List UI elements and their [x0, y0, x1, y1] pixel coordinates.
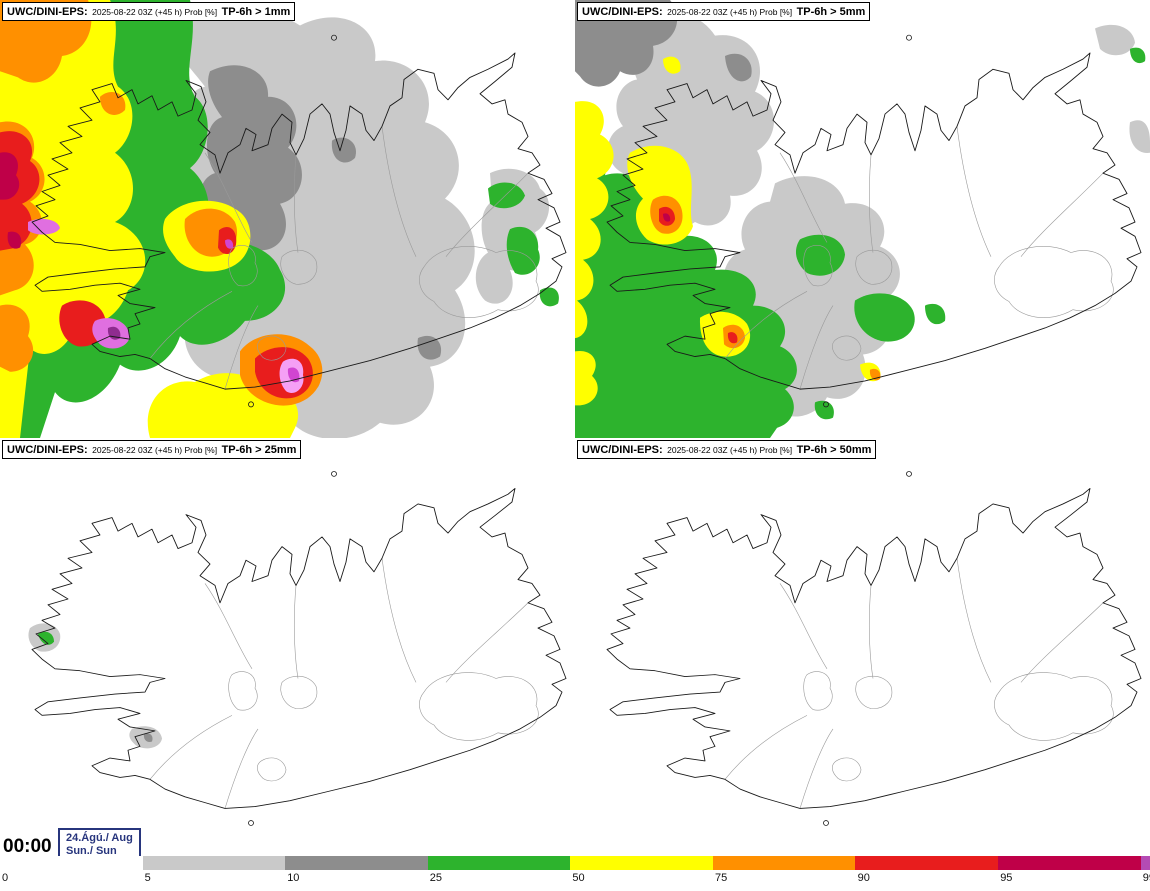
legend-segment	[712, 856, 856, 870]
legend-segment	[0, 856, 143, 870]
map-panel-tp6h-50mm: UWC/DINI-EPS: 2025-08-22 03Z (+45 h) Pro…	[575, 438, 1150, 855]
threshold-label: TP-6h > 50mm	[796, 444, 872, 456]
footer: 00:00 24.Ágú./ Aug Sun./ Sun 0 5 10 25 50 75 9…	[0, 828, 1150, 891]
iceland-map-50mm	[606, 471, 1142, 826]
legend-tick: 5	[144, 872, 151, 884]
legend-segment	[1140, 856, 1150, 870]
run-label: 2025-08-22 03Z (+45 h) Prob [%]	[92, 7, 218, 17]
legend-tick: 99	[1142, 872, 1150, 884]
legend-tick: 95	[1000, 872, 1013, 884]
legend-tick: 25	[429, 872, 443, 884]
run-label: 2025-08-22 03Z (+45 h) Prob [%]	[667, 445, 793, 455]
legend-tick: 10	[287, 872, 300, 884]
legend-segment	[997, 856, 1141, 870]
legend-segment	[570, 856, 713, 870]
date-line-1: 24.Ágú./ Aug	[66, 832, 133, 844]
panel-title: UWC/DINI-EPS: 2025-08-22 03Z (+45 h) Pro…	[2, 440, 302, 459]
legend-tick: 0	[2, 872, 9, 884]
legend-tick: 50	[572, 872, 585, 884]
probability-field-1mm	[0, 0, 559, 438]
threshold-label: TP-6h > 5mm	[796, 6, 866, 18]
legend-segment	[285, 856, 428, 870]
iceland-map-1mm	[0, 0, 567, 438]
run-label: 2025-08-22 03Z (+45 h) Prob [%]	[667, 7, 793, 17]
map-panel-tp6h-1mm: UWC/DINI-EPS: 2025-08-22 03Z (+45 h) Pro…	[0, 0, 575, 438]
probability-field-5mm	[575, 0, 1150, 438]
legend-tick: 75	[715, 872, 728, 884]
threshold-label: TP-6h > 1mm	[221, 6, 291, 18]
legend-ticks: 0 5 10 25 50 75 90 95 99	[0, 872, 1150, 888]
date-line-2: Sun./ Sun	[66, 845, 117, 857]
legend-segment	[142, 856, 286, 870]
legend-bar	[0, 856, 1150, 870]
panel-title: UWC/DINI-EPS: 2025-08-22 03Z (+45 h) Pro…	[577, 2, 871, 21]
model-label: UWC/DINI-EPS:	[7, 444, 88, 456]
probability-field-25mm	[28, 623, 162, 749]
model-label: UWC/DINI-EPS:	[582, 444, 663, 456]
map-panel-tp6h-5mm: UWC/DINI-EPS: 2025-08-22 03Z (+45 h) Pro…	[575, 0, 1150, 438]
run-label: 2025-08-22 03Z (+45 h) Prob [%]	[92, 445, 218, 455]
legend-segment	[427, 856, 571, 870]
model-label: UWC/DINI-EPS:	[7, 6, 88, 18]
valid-time-label: 00:00	[3, 836, 52, 857]
legend-segment	[855, 856, 998, 870]
legend-tick: 90	[857, 872, 870, 884]
model-label: UWC/DINI-EPS:	[582, 6, 663, 18]
iceland-map-5mm	[575, 0, 1150, 438]
iceland-map-25mm	[28, 471, 567, 826]
panel-title: UWC/DINI-EPS: 2025-08-22 03Z (+45 h) Pro…	[2, 2, 296, 21]
threshold-label: TP-6h > 25mm	[221, 444, 297, 456]
panel-title: UWC/DINI-EPS: 2025-08-22 03Z (+45 h) Pro…	[577, 440, 877, 459]
map-grid: UWC/DINI-EPS: 2025-08-22 03Z (+45 h) Pro…	[0, 0, 1150, 855]
map-panel-tp6h-25mm: UWC/DINI-EPS: 2025-08-22 03Z (+45 h) Pro…	[0, 438, 575, 855]
